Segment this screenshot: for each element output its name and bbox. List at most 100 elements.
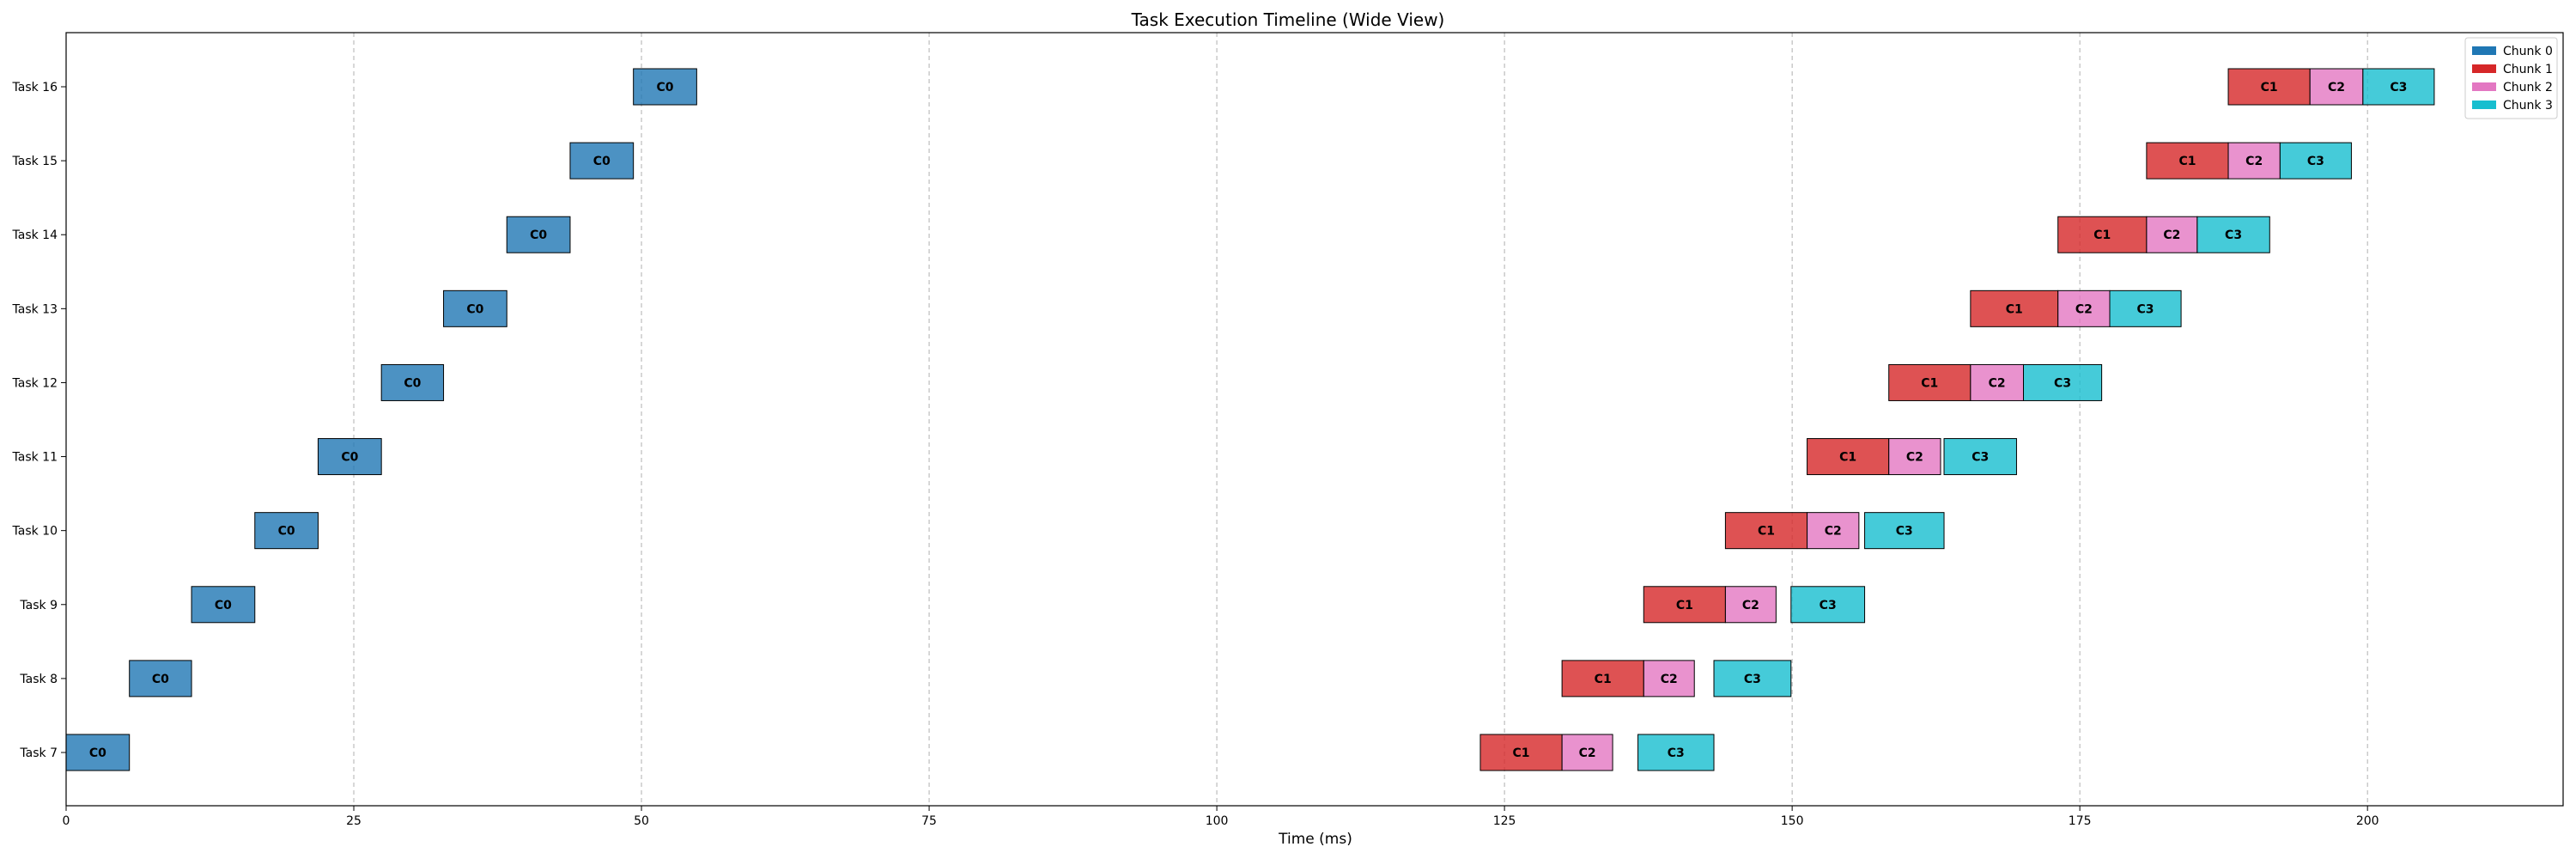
legend: Chunk 0 Chunk 1 Chunk 2 Chunk 3 — [2464, 37, 2558, 119]
bar-segment — [2109, 289, 2182, 327]
legend-label: Chunk 2 — [2503, 81, 2553, 94]
y-tick-label: Task 10 — [12, 525, 58, 539]
bar-segment — [1790, 586, 1866, 624]
plot-frame — [65, 32, 2564, 807]
bar-segment — [633, 68, 697, 106]
bar-label: C1 — [2006, 302, 2023, 316]
bar-segment — [1970, 363, 2024, 401]
bar-label: C3 — [1744, 673, 1761, 686]
bar-segment — [317, 438, 382, 476]
bar-segment — [443, 289, 507, 327]
x-tick-label: 100 — [1206, 814, 1229, 828]
x-axis: 0 25 50 75 100 125 150 175 200 — [63, 806, 2379, 828]
x-tick-label: 75 — [921, 814, 937, 828]
x-tick-label: 125 — [1493, 814, 1516, 828]
bar-label: C3 — [2225, 228, 2242, 242]
x-tick-label: 25 — [346, 814, 361, 828]
bar-segment — [380, 363, 445, 401]
bar-label: C3 — [1668, 746, 1685, 760]
bar-segment — [2146, 216, 2198, 253]
bar-segment — [2227, 68, 2311, 106]
bar-segment — [1561, 734, 1613, 771]
bar-label: C0 — [404, 376, 421, 390]
bar-label: C2 — [1742, 599, 1759, 612]
bar-segment — [1643, 660, 1695, 698]
legend-swatch — [2472, 101, 2496, 109]
bar-label: C0 — [657, 81, 674, 94]
bar-segment — [1724, 586, 1777, 624]
bar-label: C0 — [530, 228, 547, 242]
legend-label: Chunk 1 — [2503, 63, 2553, 76]
x-tick-label: 175 — [2069, 814, 2092, 828]
bar-label: C1 — [2261, 81, 2278, 94]
bar-label: C1 — [1921, 376, 1938, 390]
bars: C0 C1 C2 C3 C0 C1 C2 C3 C0 C1 C2 C3 C0 C1 C2 C3 C0 C1 C2 C3… — [65, 68, 2435, 771]
bar-label: C2 — [1579, 746, 1596, 760]
x-tick-label: 0 — [63, 814, 70, 828]
bar-segment — [506, 216, 571, 253]
bar-label: C2 — [2075, 302, 2093, 316]
bar-segment — [2022, 363, 2103, 401]
x-tick-label: 200 — [2356, 814, 2379, 828]
bar-label: C3 — [2137, 302, 2154, 316]
bar-label: C0 — [152, 673, 169, 686]
bar-segment — [1864, 512, 1945, 550]
bar-label: C3 — [2390, 81, 2407, 94]
bar-segment — [1643, 586, 1726, 624]
bar-label: C2 — [1661, 673, 1678, 686]
bar-segment — [2146, 142, 2229, 180]
bar-label: C1 — [1513, 746, 1530, 760]
bar-segment — [1888, 438, 1941, 476]
x-axis-title: Time (ms) — [1278, 831, 1352, 848]
bar-segment — [2309, 68, 2364, 106]
bar-segment — [2279, 142, 2352, 180]
legend-box — [2464, 37, 2558, 119]
bar-label: C1 — [2178, 155, 2196, 168]
bar-label: C0 — [215, 599, 232, 612]
bar-segment — [129, 660, 192, 698]
legend-swatch — [2472, 46, 2496, 55]
bar-segment — [191, 586, 256, 624]
bar-label: C3 — [1820, 599, 1837, 612]
bar-label: C3 — [1896, 525, 1913, 539]
bar-label: C1 — [1758, 525, 1775, 539]
bar-segment — [1479, 734, 1563, 771]
y-tick-label: Task 7 — [19, 746, 58, 760]
bar-label: C0 — [278, 525, 295, 539]
bar-label: C1 — [1595, 673, 1612, 686]
legend-label: Chunk 0 — [2503, 45, 2553, 58]
bar-segment — [1807, 512, 1860, 550]
bar-segment — [2057, 289, 2111, 327]
y-tick-label: Task 9 — [19, 599, 58, 612]
bar-label: C1 — [1839, 451, 1856, 465]
legend-label: Chunk 3 — [2503, 99, 2553, 113]
x-tick-label: 50 — [634, 814, 649, 828]
y-tick-label: Task 12 — [12, 376, 58, 390]
bar-label: C2 — [1906, 451, 1923, 465]
bar-label: C0 — [593, 155, 611, 168]
bar-label: C2 — [1825, 525, 1842, 539]
grid-lines — [65, 33, 2368, 806]
bar-label: C3 — [2307, 155, 2324, 168]
bar-segment — [1561, 660, 1644, 698]
bar-label: C0 — [466, 302, 483, 316]
bar-segment — [1888, 363, 1971, 401]
bar-segment — [254, 512, 319, 550]
bar-label: C0 — [89, 746, 106, 760]
y-axis: Task 7 Task 8 Task 9 Task 10 Task 11 Task 12 T… — [12, 81, 66, 760]
bar-segment — [1637, 734, 1715, 771]
bar-label: C1 — [2093, 228, 2111, 242]
bar-segment — [2196, 216, 2270, 253]
y-tick-label: Task 11 — [12, 451, 58, 465]
bar-segment — [1807, 438, 1890, 476]
bar-segment — [569, 142, 635, 180]
bar-label: C2 — [2245, 155, 2263, 168]
legend-swatch — [2472, 64, 2496, 73]
bar-segment — [1713, 660, 1792, 698]
legend-swatch — [2472, 82, 2496, 91]
y-tick-label: Task 16 — [12, 81, 58, 94]
x-tick-label: 150 — [1781, 814, 1804, 828]
y-tick-label: Task 13 — [12, 302, 58, 316]
